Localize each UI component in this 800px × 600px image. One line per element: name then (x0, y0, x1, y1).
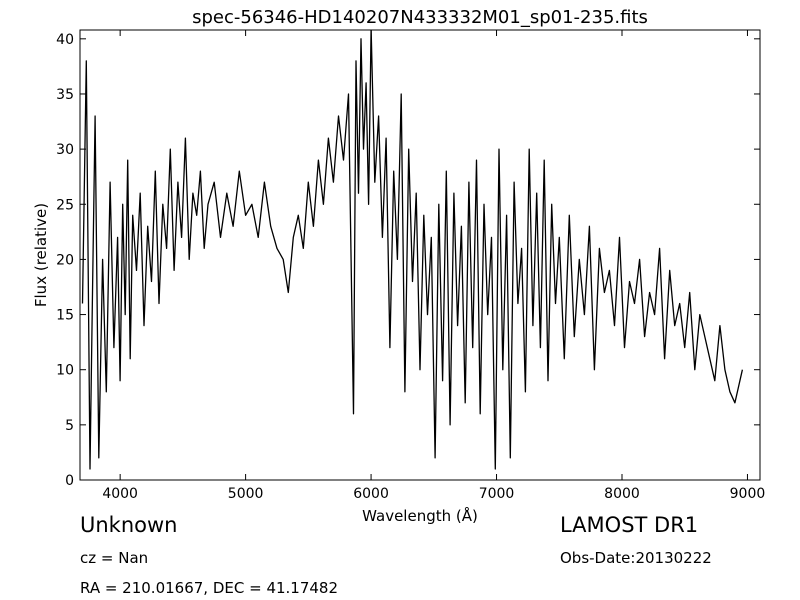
y-tick-label: 40 (56, 32, 74, 48)
x-tick-label: 8000 (604, 486, 640, 502)
plot-frame (79, 29, 761, 481)
y-axis-label: Flux (relative) (32, 203, 50, 307)
y-tick-label: 0 (65, 473, 74, 489)
x-tick-label: 6000 (353, 486, 389, 502)
x-tick-label: 5000 (228, 486, 264, 502)
x-tick-label: 7000 (479, 486, 515, 502)
y-tick-label: 35 (56, 87, 74, 103)
y-tick-label: 25 (56, 197, 74, 213)
obs-date-text: Obs-Date:20130222 (560, 549, 712, 567)
redshift-text: cz = Nan (80, 549, 149, 567)
series-layer (81, 30, 744, 470)
x-tick-label: 9000 (730, 486, 766, 502)
y-tick-label: 15 (56, 308, 74, 324)
x-tick-label: 4000 (102, 486, 138, 502)
y-tick-label: 20 (56, 252, 74, 268)
object-name: Unknown (80, 513, 178, 537)
survey-label: LAMOST DR1 (560, 513, 699, 537)
y-tick-label: 5 (65, 418, 74, 434)
y-tick-label: 30 (56, 142, 74, 158)
ra-dec-text: RA = 210.01667, DEC = 41.17482 (80, 579, 339, 597)
chart-title: spec-56346-HD140207N433332M01_sp01-235.f… (192, 7, 648, 28)
y-tick-label: 10 (56, 363, 74, 379)
spectrum-line (81, 30, 744, 470)
x-axis-label: Wavelength (Å) (362, 506, 478, 525)
